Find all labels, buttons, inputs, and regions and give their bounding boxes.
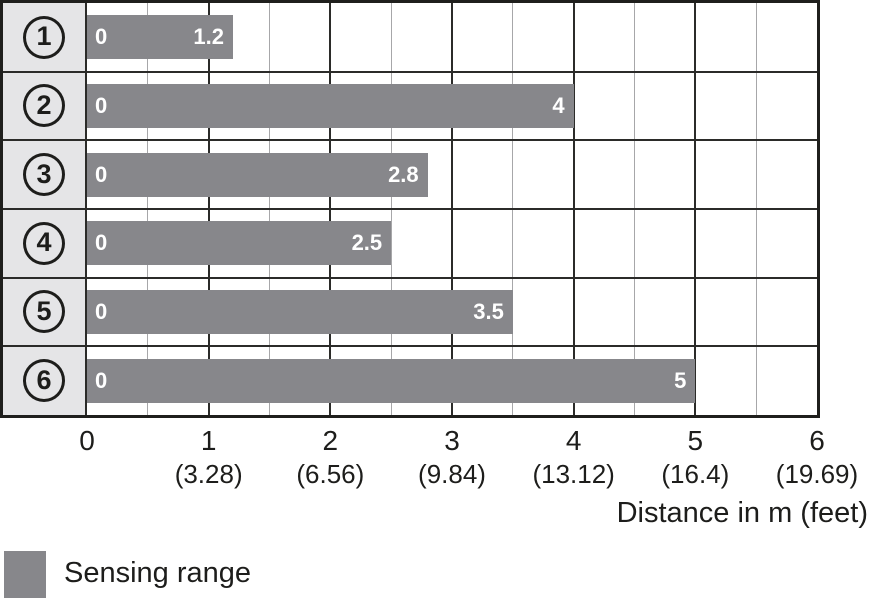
sensing-range-bar: 0 2.8 xyxy=(87,152,428,197)
x-tick-meters: 1 xyxy=(200,425,217,456)
row-separator xyxy=(3,276,817,279)
bar-origin-label: 0 xyxy=(95,367,108,393)
circled-index: 6 xyxy=(23,359,65,403)
row-label-cell: 2 xyxy=(3,71,85,141)
row-label-cell: 5 xyxy=(3,277,85,347)
bar-origin-label: 0 xyxy=(95,230,108,256)
x-tick-feet: (13.12) xyxy=(532,459,615,489)
x-tick: 1 (3.28) xyxy=(134,424,284,490)
circled-index: 5 xyxy=(23,290,65,334)
row-label-cell: 3 xyxy=(3,140,85,209)
sensing-range-bar: 0 3.5 xyxy=(87,290,513,334)
x-tick: 3 (9.84) xyxy=(377,424,527,490)
legend-swatch xyxy=(4,551,46,598)
sensing-range-bar: 0 2.5 xyxy=(87,221,392,266)
bar-origin-label: 0 xyxy=(95,161,108,187)
bar-origin-label: 0 xyxy=(95,299,108,324)
label-column-divider xyxy=(85,3,87,415)
bar-value-label: 2.8 xyxy=(388,161,419,187)
row-separator xyxy=(3,208,817,210)
x-tick-feet: (16.4) xyxy=(661,459,730,489)
x-tick-feet: (19.69) xyxy=(775,459,859,489)
chart-plot-area: 1 0 1.2 2 0 4 3 0 2.8 4 0 2.5 5 0 3.5 6 0 5 xyxy=(3,3,817,415)
x-tick-meters: 0 xyxy=(79,425,95,456)
bar-value-label: 2.5 xyxy=(351,230,383,256)
x-tick: 2 (6.56) xyxy=(255,424,405,490)
circled-index: 1 xyxy=(23,15,65,59)
sensing-range-bar: 0 1.2 xyxy=(87,15,233,60)
x-tick: 6 (19.69) xyxy=(742,424,872,490)
x-tick-feet: (6.56) xyxy=(296,459,365,489)
chart-plot-frame: 1 0 1.2 2 0 4 3 0 2.8 4 0 2.5 5 0 3.5 6 0 5 xyxy=(0,0,820,418)
bar-origin-label: 0 xyxy=(95,24,108,50)
x-axis-title: Distance in m (feet) xyxy=(616,497,868,529)
x-tick-meters: 4 xyxy=(565,425,582,456)
row-separator xyxy=(3,70,817,73)
x-tick: 4 (13.12) xyxy=(499,424,649,490)
legend-label: Sensing range xyxy=(64,557,252,589)
x-tick-feet: (3.28) xyxy=(174,459,243,489)
bar-value-label: 4 xyxy=(552,93,565,118)
x-tick: 5 (16.4) xyxy=(620,424,770,490)
x-tick-feet: (9.84) xyxy=(418,459,486,489)
circled-index: 3 xyxy=(23,153,65,197)
row-separator xyxy=(3,139,817,142)
circled-index: 4 xyxy=(23,221,65,265)
circled-index: 2 xyxy=(23,84,65,128)
x-tick-meters: 5 xyxy=(687,425,704,456)
row-separator xyxy=(3,345,817,348)
bar-value-label: 5 xyxy=(674,367,687,393)
bar-value-label: 1.2 xyxy=(193,24,224,50)
x-tick-meters: 3 xyxy=(444,425,460,456)
bar-origin-label: 0 xyxy=(95,93,108,118)
row-label-cell: 1 xyxy=(3,3,85,72)
x-tick: 0 xyxy=(12,424,162,458)
row-label-cell: 6 xyxy=(3,346,85,415)
row-label-cell: 4 xyxy=(3,209,85,278)
bar-value-label: 3.5 xyxy=(473,299,504,324)
x-tick-meters: 2 xyxy=(322,425,339,456)
x-tick-meters: 6 xyxy=(809,425,825,456)
